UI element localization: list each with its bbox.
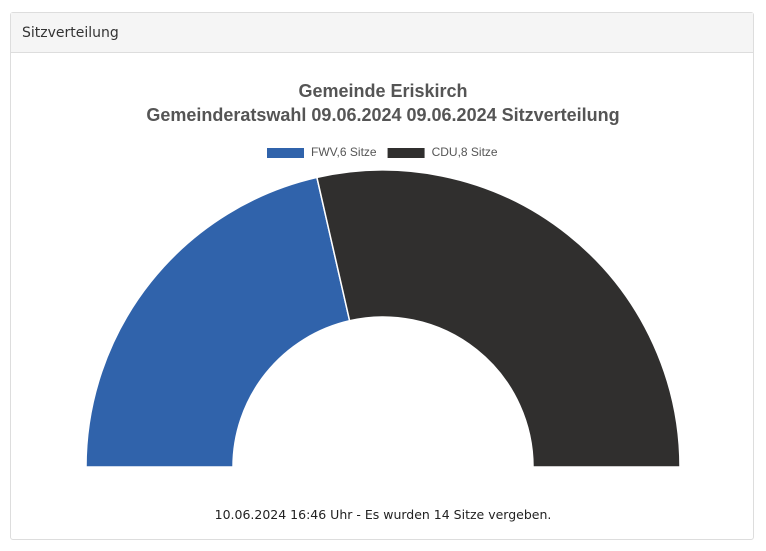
legend-swatch: [387, 148, 425, 158]
legend-label: CDU,8 Sitze: [432, 145, 498, 159]
slice: [85, 176, 351, 468]
panel: Sitzverteilung: [10, 12, 754, 540]
panel-title: Sitzverteilung: [11, 13, 753, 53]
chart-title: Gemeinde Eriskirch: [298, 81, 467, 101]
slice: [316, 169, 681, 468]
legend-swatch: [267, 148, 304, 158]
legend-label: FWV,6 Sitze: [311, 145, 377, 159]
chart-footer: 10.06.2024 16:46 Uhr - Es wurden 14 Sitz…: [215, 507, 552, 522]
chart-subtitle: Gemeinderatswahl 09.06.2024 09.06.2024 S…: [146, 105, 619, 125]
